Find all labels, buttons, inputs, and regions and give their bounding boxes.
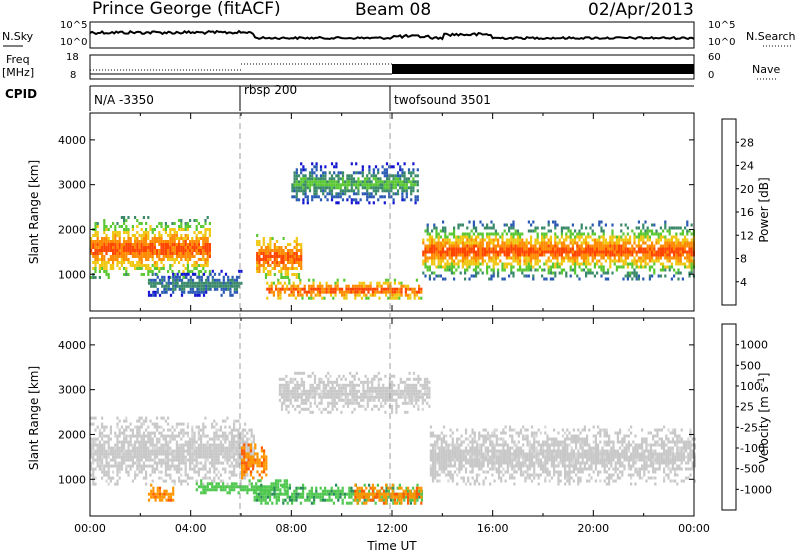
cpid-label: CPID bbox=[5, 87, 38, 101]
nsky-trace bbox=[89, 29, 695, 41]
data-region-0 bbox=[90, 416, 255, 486]
power-axis: 1000 2000 3000 4000 bbox=[58, 113, 695, 311]
nsky-tick-top: 10^5 bbox=[60, 20, 88, 31]
power-cbar-label: Power [dB] bbox=[757, 177, 771, 242]
nsky-polyline bbox=[89, 29, 695, 41]
cbar-tick-label: 1000 bbox=[740, 339, 768, 352]
nsearch-tick-top: 10^5 bbox=[708, 20, 736, 31]
station-title: Prince George (fitACF) bbox=[92, 0, 281, 19]
time-xlabel: Time UT bbox=[366, 539, 417, 553]
freq-trace bbox=[90, 63, 694, 75]
y-tick-label: 3000 bbox=[58, 384, 86, 397]
freq-tick-top: 18 bbox=[66, 52, 79, 63]
cbar-tick-label: -500 bbox=[740, 463, 765, 476]
data-region-5 bbox=[422, 220, 695, 281]
y-tick-label: 4000 bbox=[58, 134, 86, 147]
y-tick-label: 1000 bbox=[58, 268, 86, 281]
data-region-6 bbox=[278, 371, 431, 414]
y-tick-label: 2000 bbox=[58, 428, 86, 441]
freq-tick-bottom: 8 bbox=[70, 70, 77, 81]
cbar-tick-label: -1000 bbox=[740, 483, 772, 496]
cpid-segment-1: N/A -3350 bbox=[94, 93, 154, 107]
nave-tick-top: 60 bbox=[708, 52, 721, 63]
x-tick-label: 16:00 bbox=[477, 522, 509, 535]
power-colorbar: 4 8 12 16 20 24 28 bbox=[721, 118, 754, 306]
cbar-tick-label: 16 bbox=[740, 206, 754, 219]
cbar-tick-label: 20 bbox=[740, 183, 754, 196]
y-tick-label: 4000 bbox=[58, 339, 86, 352]
power-ylabel: Slant Range [km] bbox=[27, 160, 41, 264]
cpid-segment-3: twofsound 3501 bbox=[394, 93, 491, 107]
nsky-panel-frame bbox=[89, 21, 695, 49]
cbar-tick-label: 12 bbox=[740, 229, 754, 242]
x-tick-label: 04:00 bbox=[175, 522, 207, 535]
data-region-4 bbox=[291, 162, 419, 205]
cbar-tick-label: 500 bbox=[740, 359, 761, 372]
nave-label: Nave bbox=[752, 63, 781, 76]
velocity-cbar-label: Velocity [m s-1] bbox=[757, 373, 771, 464]
x-tick-label: 00:00 bbox=[74, 522, 106, 535]
freq-label: Freq bbox=[6, 53, 30, 66]
nsearch-label: N.Search bbox=[746, 30, 796, 43]
x-tick-label: 08:00 bbox=[275, 522, 307, 535]
cbar-frame bbox=[721, 323, 737, 511]
cbar-tick-label: 24 bbox=[740, 160, 754, 173]
cbar-tick-label: 100 bbox=[740, 380, 761, 393]
nsky-label: N.Sky bbox=[2, 30, 34, 43]
data-region-2 bbox=[256, 234, 303, 279]
y-tick-label: 2000 bbox=[58, 223, 86, 236]
data-region-1 bbox=[147, 483, 175, 502]
cbar-tick-label: 28 bbox=[740, 136, 754, 149]
cbar-tick-label: -100 bbox=[740, 442, 765, 455]
freq-unit-label: [MHz] bbox=[2, 66, 35, 79]
y-tick-label: 3000 bbox=[58, 179, 86, 192]
cbar-tick-label: 4 bbox=[740, 276, 747, 289]
velocity-colorbar: -1000 -500 -100 -25 25 100 500 1000 bbox=[721, 323, 772, 511]
cbar-frame bbox=[721, 118, 737, 306]
x-tick-label: 12:00 bbox=[376, 522, 408, 535]
freq-nave-block bbox=[392, 64, 694, 74]
date-label: 02/Apr/2013 bbox=[588, 0, 694, 20]
data-region-1 bbox=[147, 269, 243, 297]
x-tick-label: 20:00 bbox=[577, 522, 609, 535]
data-region-3 bbox=[266, 278, 423, 300]
nave-tick-bottom: 0 bbox=[708, 70, 715, 81]
y-tick-label: 1000 bbox=[58, 473, 86, 486]
cbar-tick-label: 25 bbox=[740, 401, 754, 414]
nsearch-tick-bottom: 10^0 bbox=[708, 37, 736, 48]
data-region-0 bbox=[90, 216, 211, 279]
data-region-5 bbox=[354, 483, 423, 505]
cbar-tick-label: 8 bbox=[740, 253, 747, 266]
x-tick-label: 00:00 bbox=[678, 522, 710, 535]
data-region-3 bbox=[241, 443, 268, 480]
power-data bbox=[90, 162, 695, 300]
cbar-tick-label: -25 bbox=[740, 421, 758, 434]
velocity-ylabel: Slant Range [km] bbox=[27, 366, 41, 470]
velocity-data bbox=[90, 371, 696, 505]
beam-label: Beam 08 bbox=[355, 0, 432, 20]
velocity-axis: 1000 2000 3000 4000 00:00 04:00 08:00 12:00 16:0… bbox=[58, 318, 710, 535]
data-region-7 bbox=[429, 425, 696, 486]
nsky-tick-bottom: 10^0 bbox=[60, 37, 88, 48]
